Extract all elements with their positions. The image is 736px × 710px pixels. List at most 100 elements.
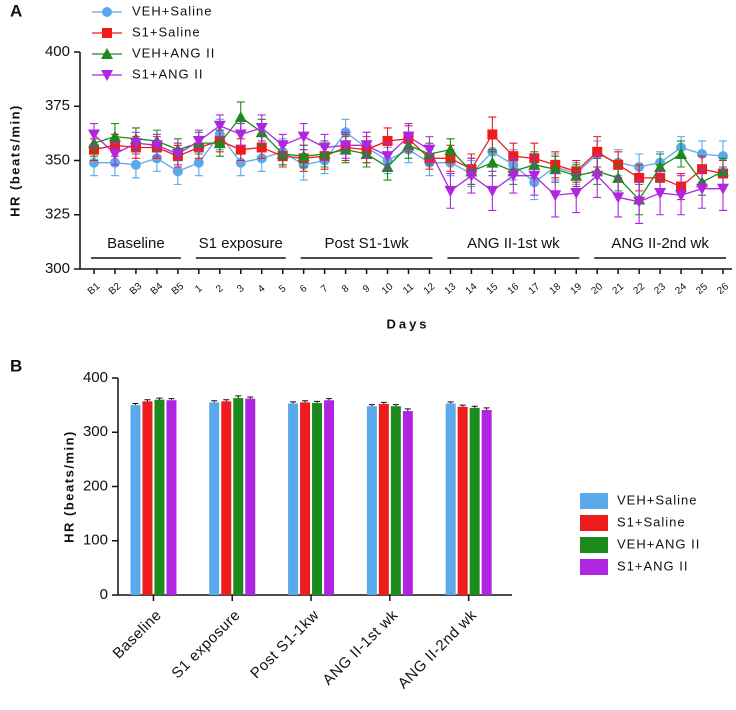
x-tick-label: 23 — [652, 281, 668, 297]
x-tick-label: 10 — [380, 281, 396, 297]
x-tick-label: B2 — [107, 281, 124, 298]
marker — [192, 135, 205, 147]
marker — [213, 120, 226, 132]
marker — [234, 111, 247, 123]
y-tick-label: 300 — [83, 423, 108, 440]
bar — [288, 403, 299, 595]
marker — [101, 70, 113, 81]
marker — [318, 142, 331, 154]
legend-swatch — [580, 493, 608, 509]
bar — [142, 401, 153, 595]
legend-label: VEH+ANG II — [132, 45, 215, 60]
bar — [469, 407, 480, 595]
bar — [481, 410, 492, 595]
marker — [276, 140, 289, 152]
legend-label: S1+Saline — [617, 514, 686, 529]
marker — [592, 146, 603, 157]
x-tick-label: 8 — [340, 283, 352, 295]
error-bar — [211, 400, 218, 403]
marker — [654, 188, 667, 200]
x-tick-label: 4 — [256, 283, 268, 295]
marker — [528, 170, 541, 182]
x-tick-label: Post S1-1kw — [247, 607, 322, 682]
period-label: ANG II-1st wk — [467, 235, 560, 252]
x-tick-label: S1 exposure — [168, 607, 243, 682]
error-bar — [368, 404, 375, 407]
marker — [654, 161, 667, 173]
x-tick-label: 9 — [361, 283, 373, 295]
marker — [130, 159, 141, 170]
legend-swatch — [580, 537, 608, 553]
x-tick-label: Baseline — [110, 607, 166, 663]
bar — [300, 402, 311, 595]
error-bar — [223, 399, 230, 402]
marker — [213, 137, 226, 149]
marker — [150, 140, 163, 152]
marker — [675, 147, 688, 159]
legend-label: VEH+Saline — [132, 3, 212, 18]
x-axis-label: Days — [386, 316, 429, 331]
bar — [378, 404, 389, 595]
marker — [129, 138, 142, 150]
marker — [108, 130, 121, 142]
bar — [324, 400, 335, 595]
error-bar — [459, 404, 466, 407]
y-tick-label: 200 — [83, 477, 108, 494]
x-tick-label: 25 — [694, 281, 710, 297]
y-tick-label: 300 — [45, 260, 70, 277]
bar — [209, 402, 220, 595]
error-bar — [156, 397, 163, 400]
x-tick-label: B5 — [170, 281, 187, 298]
bar — [445, 403, 456, 595]
marker — [486, 185, 499, 197]
x-tick-label: 11 — [401, 281, 416, 296]
x-tick-label: 15 — [485, 281, 501, 297]
marker — [108, 148, 121, 160]
x-tick-label: 5 — [277, 283, 289, 295]
panel-label: B — [10, 356, 22, 375]
marker — [675, 190, 688, 202]
x-tick-label: ANG II-2nd wk — [395, 607, 481, 693]
marker — [339, 140, 352, 152]
x-tick-label: 13 — [443, 281, 459, 297]
legend-label: VEH+Saline — [617, 492, 697, 507]
bar — [221, 401, 232, 595]
marker — [486, 156, 499, 168]
bar — [233, 398, 244, 595]
y-tick-label: 100 — [83, 532, 108, 549]
error-bar — [326, 398, 333, 401]
y-axis-label: HR (beats/min) — [61, 430, 76, 543]
period-label: Post S1-1wk — [324, 235, 409, 252]
x-tick-label: B4 — [149, 281, 166, 298]
error-bar — [447, 401, 454, 404]
error-bar — [392, 404, 399, 407]
error-bar — [235, 395, 242, 399]
error-bar — [471, 405, 478, 408]
marker — [382, 135, 393, 146]
x-tick-label: 17 — [527, 281, 543, 297]
marker — [297, 150, 310, 162]
x-tick-label: 18 — [548, 281, 564, 297]
period-label: Baseline — [107, 235, 165, 252]
bar — [457, 406, 468, 595]
marker — [193, 157, 204, 168]
error-bar — [314, 400, 321, 403]
marker — [444, 143, 457, 155]
error-bar — [380, 401, 387, 405]
marker — [487, 129, 498, 140]
y-tick-label: 375 — [45, 97, 70, 114]
marker — [612, 192, 625, 204]
x-tick-label: B1 — [86, 281, 103, 298]
marker — [234, 129, 247, 141]
y-tick-label: 0 — [100, 586, 108, 603]
bar — [312, 402, 323, 595]
x-tick-label: 12 — [422, 281, 438, 297]
bar — [390, 406, 401, 595]
marker — [172, 166, 183, 177]
x-tick-label: ANG II-1st wk — [319, 607, 401, 689]
marker — [102, 7, 112, 17]
y-tick-label: 350 — [45, 151, 70, 168]
y-tick-label: 325 — [45, 206, 70, 223]
x-tick-label: 1 — [193, 283, 205, 295]
